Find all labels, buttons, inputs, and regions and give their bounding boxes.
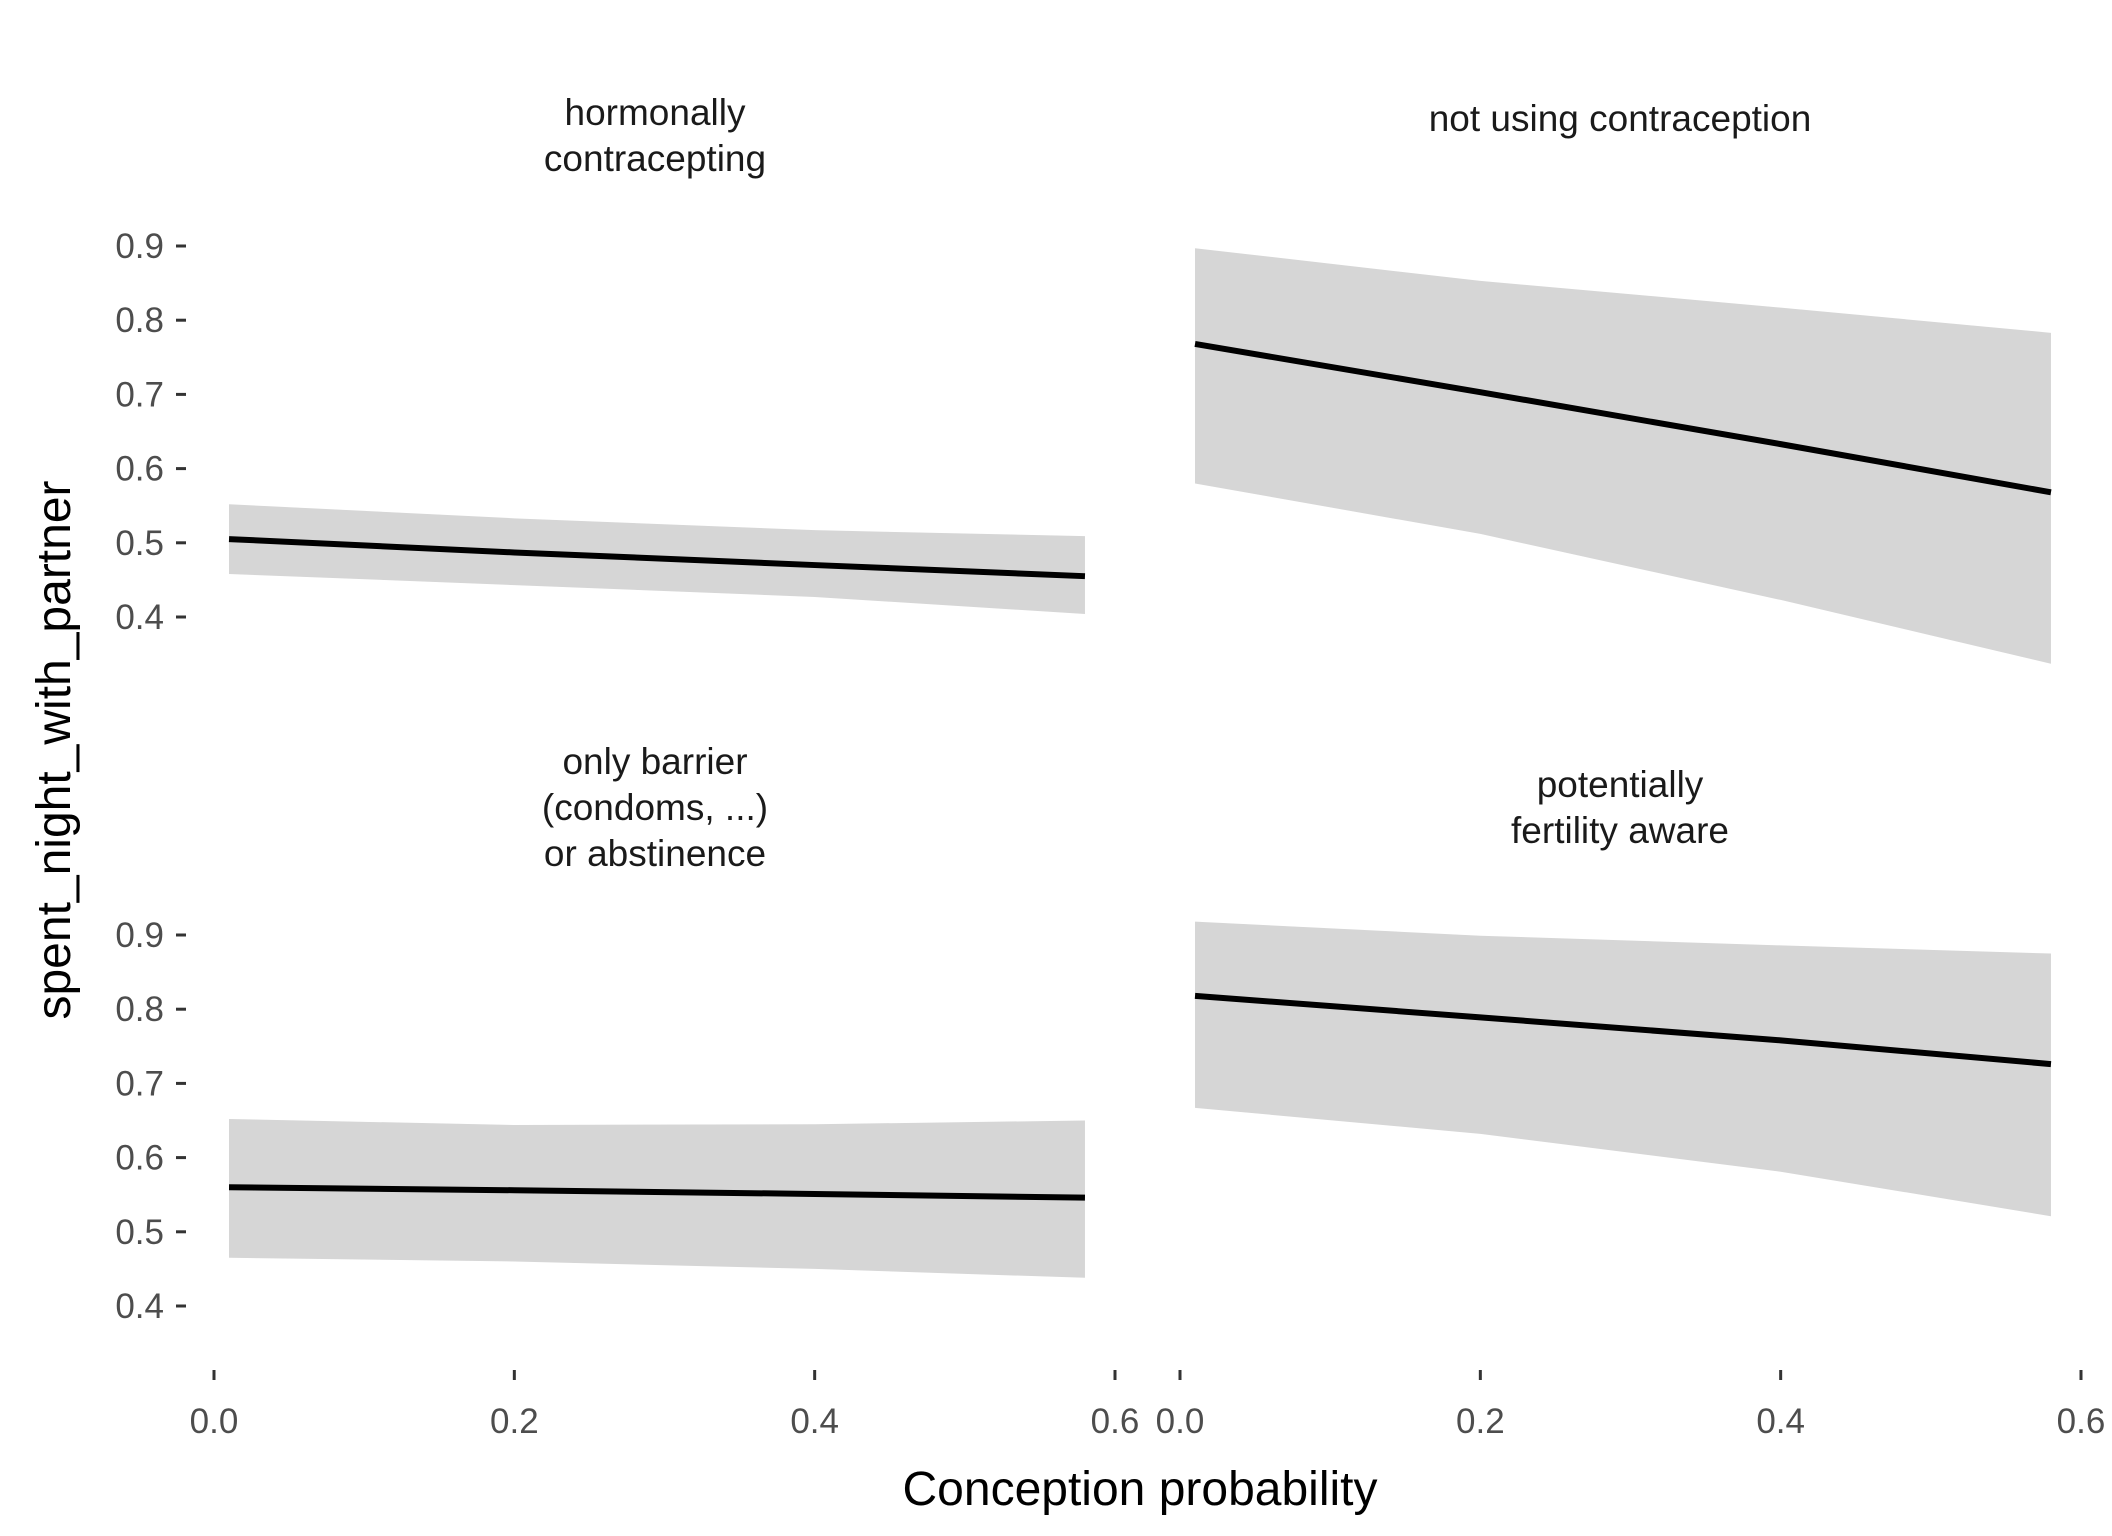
y-tick-label: 0.5 bbox=[115, 1213, 164, 1252]
y-tick-label: 0.6 bbox=[115, 1139, 164, 1178]
panel-3-fit-line bbox=[228, 1184, 1086, 1201]
x-tick-label: 0.6 bbox=[2057, 1402, 2106, 1441]
y-axis-title: spent_night_with_partner bbox=[28, 480, 81, 1019]
x-tick-label: 0.4 bbox=[790, 1402, 839, 1441]
x-tick-label: 0.2 bbox=[1456, 1402, 1505, 1441]
y-tick-label: 0.4 bbox=[115, 1287, 164, 1326]
y-tick-label: 0.8 bbox=[115, 990, 164, 1029]
panel-3: only barrier (condoms, ...) or abstinence 0… bbox=[115, 741, 1139, 1441]
x-tick-label: 0.2 bbox=[490, 1402, 539, 1441]
panel-4-title-line: fertility aware bbox=[1511, 810, 1729, 851]
panel-4-fit-line bbox=[1194, 992, 2052, 1068]
y-tick-label: 0.8 bbox=[115, 301, 164, 340]
y-tick-label: 0.9 bbox=[115, 227, 164, 266]
y-tick-label: 0.6 bbox=[115, 450, 164, 489]
panel-2-title-line: not using contraception bbox=[1429, 98, 1812, 139]
panel-3-confidence-band bbox=[229, 1119, 1085, 1278]
panel-1-title-line: hormonally bbox=[565, 92, 746, 133]
panel-3-title-line: only barrier bbox=[562, 741, 747, 782]
panels-layer: hormonally contracepting 0.4 0.5 0.6 0.7 0.8 0.… bbox=[115, 92, 2105, 1441]
panel-1: hormonally contracepting 0.4 0.5 0.6 0.7 0.8 0.… bbox=[115, 92, 1086, 637]
y-tick-label: 0.9 bbox=[115, 916, 164, 955]
panel-4-confidence-band bbox=[1195, 921, 2051, 1217]
x-tick-label: 0.6 bbox=[1091, 1402, 1140, 1441]
panel-2: not using contraception bbox=[1194, 98, 2052, 664]
x-tick-label: 0.0 bbox=[1156, 1402, 1205, 1441]
panel-2-confidence-band bbox=[1195, 248, 2051, 664]
panel-1-fit-line bbox=[228, 536, 1086, 580]
x-axis-title: Conception probability bbox=[903, 1463, 1378, 1516]
panel-4: potentially fertility aware 0.0 0.2 0.4 0.6 bbox=[1156, 764, 2106, 1441]
x-tick-label: 0.4 bbox=[1756, 1402, 1805, 1441]
y-tick-label: 0.4 bbox=[115, 598, 164, 637]
y-tick-label: 0.7 bbox=[115, 375, 164, 414]
panel-2-fit-line bbox=[1194, 340, 2052, 496]
y-tick-label: 0.7 bbox=[115, 1064, 164, 1103]
panel-3-title-line: or abstinence bbox=[544, 833, 766, 874]
panel-1-title-line: contracepting bbox=[544, 138, 766, 179]
panel-4-title-line: potentially bbox=[1537, 764, 1704, 805]
panel-3-title-line: (condoms, ...) bbox=[542, 787, 768, 828]
y-tick-label: 0.5 bbox=[115, 524, 164, 563]
x-tick-label: 0.0 bbox=[190, 1402, 239, 1441]
